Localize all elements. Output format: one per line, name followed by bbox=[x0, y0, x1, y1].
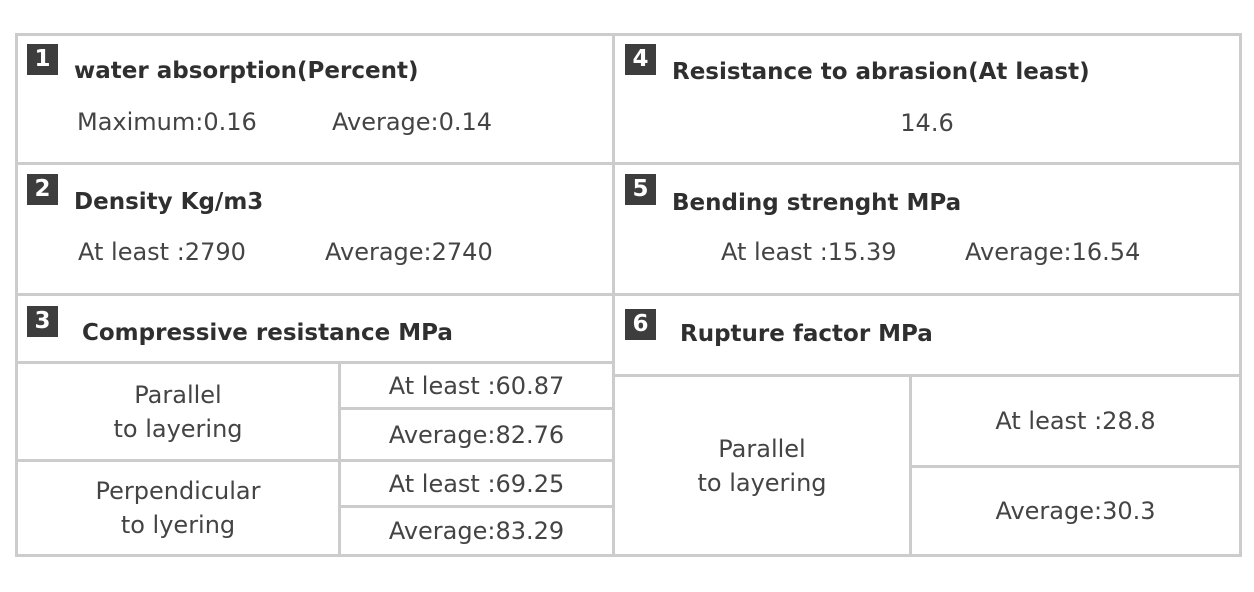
section-number-badge: 3 bbox=[27, 306, 58, 337]
row-divider bbox=[338, 407, 614, 410]
orientation-label: Parallel to layering bbox=[18, 364, 338, 459]
orientation-line: Parallel bbox=[718, 434, 806, 463]
orientation-line: Perpendicular bbox=[95, 477, 261, 505]
column-divider bbox=[338, 361, 341, 557]
value-average: Average:2740 bbox=[325, 238, 493, 266]
value-at-least: At least :15.39 bbox=[721, 238, 897, 266]
value-at-least: At least :28.8 bbox=[995, 407, 1156, 435]
section-title: Rupture factor MPa bbox=[680, 321, 933, 347]
orientation-line: to lyering bbox=[120, 511, 236, 539]
row-divider bbox=[612, 374, 1242, 377]
value-maximum: Maximum:0.16 bbox=[77, 108, 257, 136]
section-title: Resistance to abrasion(At least) bbox=[672, 59, 1090, 85]
value-at-least: At least :69.25 bbox=[388, 469, 565, 498]
orientation-label: Perpendicular to lyering bbox=[18, 462, 338, 554]
row-divider bbox=[15, 459, 614, 462]
value-average: Average:83.29 bbox=[388, 517, 565, 545]
row-divider bbox=[15, 162, 1242, 165]
orientation-label: Parallel to layering bbox=[615, 377, 909, 554]
value-average: Average:16.54 bbox=[965, 238, 1141, 266]
section-number-badge: 5 bbox=[625, 174, 656, 205]
section-number-badge: 4 bbox=[625, 44, 656, 75]
value-at-least: At least :60.87 bbox=[388, 371, 565, 400]
orientation-line: to layering bbox=[113, 414, 243, 443]
row-divider bbox=[338, 505, 614, 508]
value-at-least: At least :2790 bbox=[78, 238, 246, 266]
section-title: Bending strenght MPa bbox=[672, 190, 962, 216]
row-divider bbox=[15, 293, 1242, 296]
value-average: Average:30.3 bbox=[995, 497, 1156, 525]
section-title: water absorption(Percent) bbox=[74, 58, 419, 84]
section-title: Compressive resistance MPa bbox=[82, 320, 453, 346]
section-title: Density Kg/m3 bbox=[74, 189, 264, 215]
value-at-least: 14.6 bbox=[900, 109, 954, 137]
value-average: Average:82.76 bbox=[388, 420, 565, 449]
section-number-badge: 6 bbox=[625, 309, 656, 340]
section-number-badge: 2 bbox=[27, 174, 58, 205]
orientation-line: Parallel bbox=[134, 380, 222, 409]
value-average: Average:0.14 bbox=[332, 108, 493, 136]
section-number-badge: 1 bbox=[27, 44, 58, 75]
row-divider bbox=[909, 465, 1242, 468]
orientation-line: to layering bbox=[697, 468, 827, 497]
row-divider bbox=[15, 361, 614, 364]
